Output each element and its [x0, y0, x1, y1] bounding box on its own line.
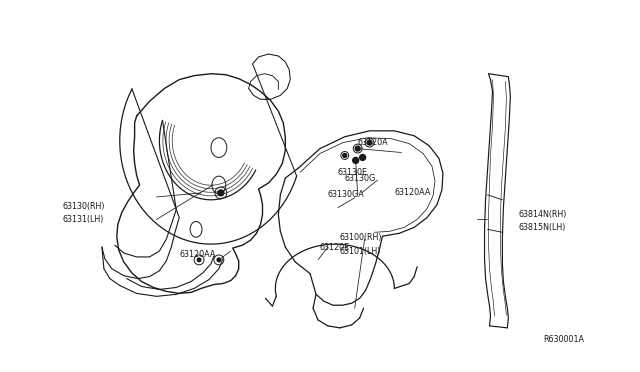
Text: 63130(RH): 63130(RH) [62, 202, 105, 211]
Circle shape [197, 258, 201, 262]
Text: 63120A: 63120A [358, 138, 388, 147]
Circle shape [353, 157, 358, 163]
Text: R630001A: R630001A [543, 335, 584, 344]
Text: 63120AA: 63120AA [394, 188, 431, 198]
Text: 63120AA: 63120AA [179, 250, 216, 259]
Text: 63814N(RH): 63814N(RH) [518, 210, 566, 219]
Circle shape [367, 140, 372, 145]
Text: 63130E: 63130E [338, 168, 368, 177]
Text: 63130GA: 63130GA [328, 190, 365, 199]
Text: 63100(RH): 63100(RH) [340, 233, 382, 242]
Circle shape [218, 190, 224, 196]
Text: 63815N(LH): 63815N(LH) [518, 223, 566, 232]
Text: 63101(LH): 63101(LH) [340, 247, 381, 256]
Text: 63130G: 63130G [345, 174, 376, 183]
Text: 63120E: 63120E [320, 243, 350, 251]
Circle shape [355, 146, 360, 151]
Circle shape [217, 258, 221, 262]
Circle shape [360, 154, 365, 160]
Circle shape [343, 154, 347, 157]
Text: 63131(LH): 63131(LH) [62, 215, 104, 224]
